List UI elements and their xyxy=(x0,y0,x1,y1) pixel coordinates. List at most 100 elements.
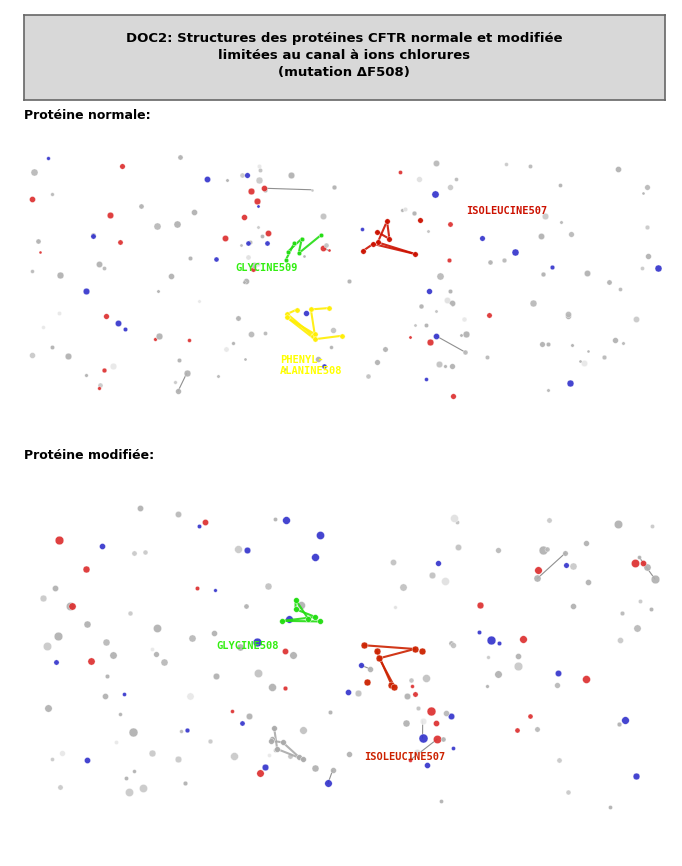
Point xyxy=(151,648,162,662)
Point xyxy=(483,308,494,322)
Point xyxy=(327,764,338,778)
Point xyxy=(226,704,237,718)
Point xyxy=(397,203,408,216)
Point xyxy=(481,351,492,365)
Point xyxy=(629,556,640,570)
Point xyxy=(298,753,309,766)
Point xyxy=(647,519,658,533)
Point xyxy=(574,354,585,368)
Point xyxy=(116,159,127,173)
Point xyxy=(93,257,104,271)
Point xyxy=(236,169,247,183)
Point xyxy=(169,375,180,389)
Point xyxy=(220,342,231,356)
Point xyxy=(525,709,536,723)
Point xyxy=(188,204,199,218)
Point xyxy=(242,236,253,249)
Point xyxy=(239,275,250,289)
Point xyxy=(434,358,445,372)
Point xyxy=(306,302,316,316)
Point xyxy=(356,222,367,236)
Point xyxy=(445,217,456,231)
Point xyxy=(323,777,333,791)
Point xyxy=(308,329,319,343)
Point xyxy=(353,686,364,700)
Point xyxy=(262,226,273,240)
Point xyxy=(252,199,263,213)
Point xyxy=(205,734,216,748)
Point xyxy=(617,605,627,619)
Point xyxy=(449,511,460,525)
Text: Protéine normale:: Protéine normale: xyxy=(24,108,151,122)
Point xyxy=(259,181,270,195)
Point xyxy=(344,747,355,761)
Point xyxy=(237,716,248,730)
Text: GLYCINE508: GLYCINE508 xyxy=(216,642,279,651)
Point xyxy=(235,237,246,251)
Point xyxy=(63,349,74,363)
Point xyxy=(244,236,255,249)
Point xyxy=(147,746,158,759)
Point xyxy=(113,316,123,330)
Point xyxy=(386,678,397,692)
Point xyxy=(282,245,293,259)
Point xyxy=(552,678,563,692)
Point xyxy=(65,599,76,613)
Point xyxy=(528,296,539,310)
Point xyxy=(614,633,625,647)
Point xyxy=(443,253,454,267)
Point xyxy=(447,389,458,403)
Point xyxy=(325,339,336,353)
Point xyxy=(323,301,334,315)
Point xyxy=(543,514,554,527)
Point xyxy=(115,236,125,249)
Point xyxy=(621,658,632,672)
Point xyxy=(85,654,96,668)
Point xyxy=(306,183,317,197)
Point xyxy=(431,157,442,171)
Point xyxy=(194,519,205,533)
Point xyxy=(389,600,400,614)
Point xyxy=(82,753,93,766)
Point xyxy=(642,560,653,574)
Point xyxy=(542,337,553,351)
Point xyxy=(317,209,328,223)
Point xyxy=(299,249,310,262)
Point xyxy=(251,194,262,208)
Point xyxy=(422,759,433,772)
Point xyxy=(68,654,79,668)
Point xyxy=(395,165,406,179)
Point xyxy=(555,216,566,229)
Point xyxy=(290,592,301,606)
Point xyxy=(249,258,260,272)
Point xyxy=(281,514,292,527)
Point xyxy=(192,648,203,662)
Point xyxy=(241,599,252,613)
Point xyxy=(323,243,334,257)
Point xyxy=(246,184,256,197)
Point xyxy=(362,675,373,689)
Point xyxy=(185,689,196,703)
Point xyxy=(88,229,99,242)
Point xyxy=(631,769,642,783)
Point xyxy=(158,655,169,669)
Point xyxy=(613,163,624,177)
Point xyxy=(505,200,516,214)
Point xyxy=(404,753,415,767)
Point xyxy=(282,307,293,320)
Point xyxy=(425,335,436,349)
Point xyxy=(300,306,311,320)
Point xyxy=(318,242,329,255)
Point xyxy=(620,713,631,727)
Point xyxy=(128,546,139,559)
Point xyxy=(400,202,411,216)
Point xyxy=(413,171,424,185)
Point xyxy=(282,311,293,325)
Point xyxy=(269,743,280,757)
Point xyxy=(314,615,325,629)
Text: ISOLEUCINE507: ISOLEUCINE507 xyxy=(466,205,548,216)
Point xyxy=(256,714,267,727)
Point xyxy=(637,186,648,200)
Point xyxy=(55,268,65,282)
Point xyxy=(421,318,432,332)
